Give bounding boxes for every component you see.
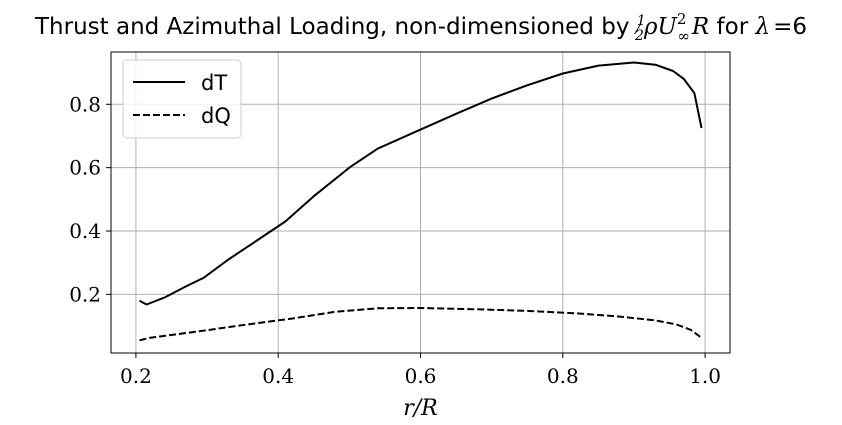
title-half-num: 1 [637,13,646,29]
series-layer [139,61,703,342]
series-line-dq [139,307,703,342]
y-tick-label: 0.8 [69,92,101,116]
title-for: for [709,14,755,40]
y-tick-label: 0.6 [69,156,101,180]
x-tick-label: 0.4 [262,364,294,388]
x-tick-label: 0.8 [547,364,579,388]
x-tick-label: 1.0 [689,364,721,388]
ticks-layer: 0.2 0.4 0.6 0.8 1.0 0.2 0.4 0.6 0.8 [69,92,721,388]
chart-title: Thrust and Azimuthal Loading, non-dimens… [34,10,807,45]
legend-label-dt: dT [201,71,227,95]
title-u-sup: 2 [677,10,687,28]
plot-area: 0.2 0.4 0.6 0.8 1.0 0.2 0.4 0.6 0.8 [69,51,731,388]
title-half-bar: ⁄ [634,22,642,38]
title-lambda-value: 6 [792,14,807,40]
legend: dT dQ [122,59,242,139]
title-u-sub: ∞ [677,27,690,45]
x-tick-label: 0.6 [405,364,437,388]
x-axis-label: r/R [403,396,438,421]
title-half-den: 2 [634,28,644,44]
title-equals: = [773,14,792,40]
title-u: U [657,14,678,40]
series-line-dt [139,61,703,306]
title-r: R [691,14,709,40]
legend-label-dq: dQ [201,104,231,128]
legend-box [122,59,242,139]
title-rho: ρ [643,14,658,40]
x-tick-label: 0.2 [120,364,152,388]
title-lambda: λ [754,14,770,40]
y-tick-label: 0.2 [69,282,101,306]
y-tick-label: 0.4 [69,219,101,243]
title-prefix: Thrust and Azimuthal Loading, non-dimens… [34,14,637,40]
